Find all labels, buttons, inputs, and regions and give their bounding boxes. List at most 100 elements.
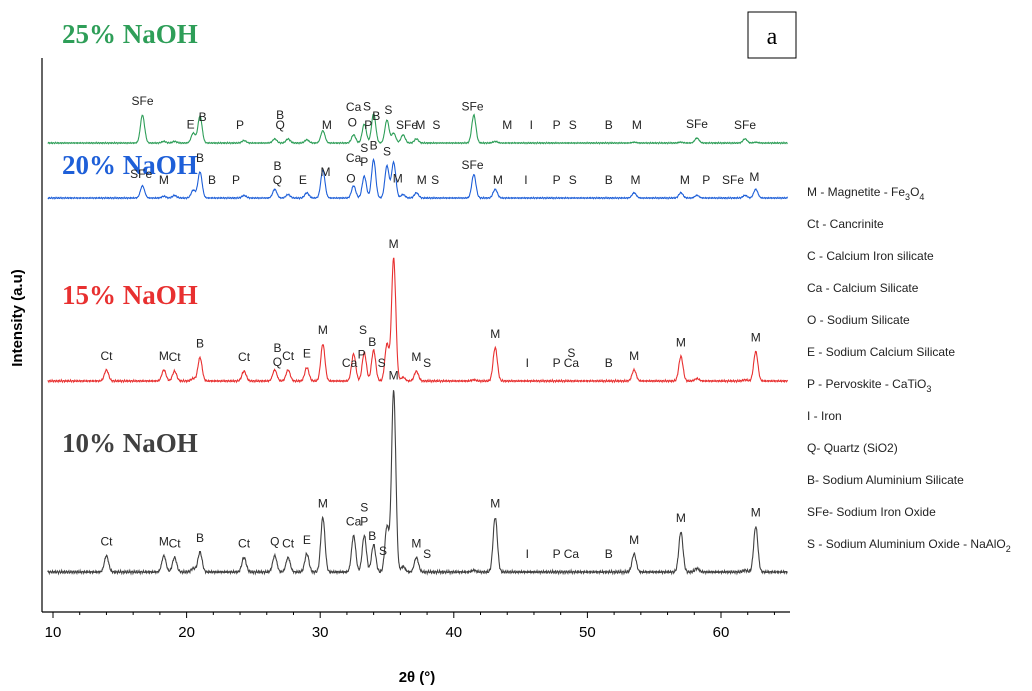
xrd-pattern-line bbox=[47, 390, 788, 576]
peak-label: SFe bbox=[722, 173, 744, 187]
legend-entry: P - Pervoskite - CaTiO3 bbox=[807, 377, 931, 394]
peak-label: M bbox=[490, 496, 500, 510]
peak-label: P bbox=[360, 515, 368, 529]
series-label: 25% NaOH bbox=[62, 19, 198, 49]
peak-label: B bbox=[605, 118, 613, 132]
peak-label: Ca bbox=[564, 547, 580, 561]
peak-label: S bbox=[431, 173, 439, 187]
peak-label: I bbox=[530, 118, 533, 132]
legend-entry: I - Iron bbox=[807, 409, 842, 423]
legend-entry: B- Sodium Aluminium Silicate bbox=[807, 473, 964, 487]
peak-label: O bbox=[348, 115, 357, 129]
peak-label: M bbox=[630, 173, 640, 187]
peak-label: S bbox=[432, 118, 440, 132]
peak-label: B bbox=[605, 547, 613, 561]
series-labels: 10% NaOH 15% NaOH 20% NaOH 25% NaOH bbox=[62, 19, 198, 458]
panel-label: a bbox=[767, 24, 778, 50]
peak-label: B bbox=[273, 341, 281, 355]
peak-label: P bbox=[553, 118, 561, 132]
series-label: 15% NaOH bbox=[62, 280, 198, 310]
peak-label: Q bbox=[273, 173, 282, 187]
peak-label: Ct bbox=[100, 349, 113, 363]
peak-label: S bbox=[384, 103, 392, 117]
x-tick-label: 30 bbox=[312, 624, 329, 641]
peak-label: M bbox=[411, 350, 421, 364]
legend-entry: S - Sodium Aluminium Oxide - NaAlO2 bbox=[807, 537, 1011, 554]
peak-label: S bbox=[378, 356, 386, 370]
x-tick-label: 10 bbox=[45, 624, 62, 641]
peak-label: P bbox=[364, 118, 372, 132]
peak-label: Q bbox=[275, 118, 284, 132]
peak-label: Q bbox=[273, 355, 282, 369]
panel-label-frame bbox=[747, 11, 797, 59]
peak-label: I bbox=[526, 356, 529, 370]
peak-label: M bbox=[676, 511, 686, 525]
peak-label: Ca bbox=[346, 100, 362, 114]
peak-label: S bbox=[569, 173, 577, 187]
peak-label: S bbox=[379, 544, 387, 558]
peak-label: B bbox=[605, 356, 613, 370]
peak-label: M bbox=[415, 118, 425, 132]
peak-label: P bbox=[553, 173, 561, 187]
y-axis-label: Intensity (a.u) bbox=[9, 269, 26, 367]
legend-entry: SFe- Sodium Iron Oxide bbox=[807, 505, 936, 519]
peak-label: Ct bbox=[238, 350, 251, 364]
peak-label: M bbox=[159, 173, 169, 187]
peak-label: S bbox=[360, 501, 368, 515]
peak-label: Ct bbox=[100, 535, 113, 549]
peak-label: B bbox=[196, 337, 204, 351]
peak-label: Ca bbox=[346, 515, 362, 529]
peak-label: Ct bbox=[169, 536, 182, 550]
xrd-pattern-line bbox=[47, 157, 789, 201]
x-axis-label: 2θ (°) bbox=[399, 669, 436, 686]
peak-label: SFe bbox=[461, 158, 483, 172]
peak-label: B bbox=[208, 173, 216, 187]
peak-label: Ca bbox=[342, 356, 358, 370]
peak-label: M bbox=[393, 171, 403, 185]
peak-label: S bbox=[359, 323, 367, 337]
peak-label: M bbox=[629, 349, 639, 363]
peak-label: E bbox=[303, 347, 311, 361]
peak-label: Q bbox=[270, 535, 279, 549]
axes: 10 20 30 40 50 60 2θ (°) Intensity (a.u) bbox=[9, 58, 790, 686]
peak-label: B bbox=[199, 110, 207, 124]
peak-label: Ct bbox=[169, 350, 182, 364]
peak-label: M bbox=[318, 323, 328, 337]
series-label: 10% NaOH bbox=[62, 428, 198, 458]
peak-label: B bbox=[368, 529, 376, 543]
peak-label: M bbox=[389, 369, 399, 383]
peak-label: B bbox=[196, 151, 204, 165]
peak-label: SFe bbox=[130, 167, 152, 181]
peak-label: M bbox=[389, 237, 399, 251]
peak-label: M bbox=[629, 533, 639, 547]
peak-label: P bbox=[702, 173, 710, 187]
peak-label: B bbox=[196, 531, 204, 545]
peak-label: I bbox=[524, 173, 527, 187]
peak-label: S bbox=[383, 145, 391, 159]
xrd-pattern-line bbox=[47, 112, 788, 145]
legend-entry: E - Sodium Calcium Silicate bbox=[807, 345, 955, 359]
peak-label: P bbox=[358, 348, 366, 362]
peak-label: B bbox=[276, 108, 284, 122]
peak-label: Ca bbox=[346, 151, 362, 165]
xrd-pattern-line bbox=[47, 257, 789, 384]
peak-label: M bbox=[493, 173, 503, 187]
peak-label: M bbox=[632, 118, 642, 132]
legend-entry: Q- Quartz (SiO2) bbox=[807, 441, 898, 455]
peak-label: Ct bbox=[282, 349, 295, 363]
peak-label: M bbox=[680, 173, 690, 187]
peak-label: M bbox=[318, 496, 328, 510]
peak-label: M bbox=[159, 535, 169, 549]
peak-label: E bbox=[187, 118, 195, 132]
peak-label: SFe bbox=[734, 118, 756, 132]
peak-label: M bbox=[159, 349, 169, 363]
peak-label: P bbox=[360, 155, 368, 169]
legend-entry: M - Magnetite - Fe3O4 bbox=[807, 185, 924, 202]
x-tick-label: 60 bbox=[713, 624, 730, 641]
peak-label: O bbox=[346, 172, 355, 186]
x-tick-label: 20 bbox=[178, 624, 195, 641]
peak-label: M bbox=[322, 118, 332, 132]
peak-label: P bbox=[232, 173, 240, 187]
